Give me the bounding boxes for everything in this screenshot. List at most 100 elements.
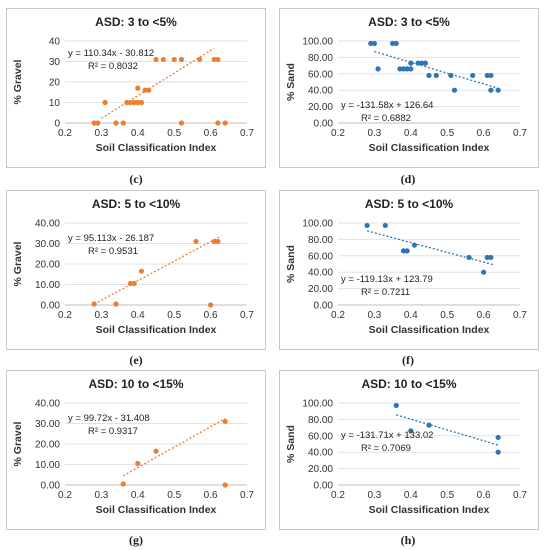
x-tick-label: 0.2 (58, 490, 72, 501)
data-point (364, 222, 370, 229)
r-squared-label: R² = 0.9317 (88, 426, 138, 437)
panel-label: (d) (400, 172, 416, 186)
chart-title: ASD: 3 to <5% (95, 15, 177, 29)
x-tick-label: 0.7 (513, 128, 527, 139)
trendline (93, 235, 222, 305)
y-tick-label: 0.00 (41, 481, 61, 492)
data-point (404, 66, 410, 72)
y-axis-label: % Gravel (12, 421, 24, 466)
x-axis-label: Soil Classification Index (96, 504, 217, 516)
data-point (120, 120, 126, 126)
y-tick-label: 80.00 (308, 415, 333, 426)
y-tick-label: 10.00 (35, 460, 60, 471)
x-axis-label: Soil Classification Index (96, 324, 217, 336)
x-tick-label: 0.3 (367, 310, 381, 321)
scatter-plot: 0.00 10.00 20.00 30.00 40.00 0.2 0.3 0.4 0.5 0.6 0… (12, 219, 254, 337)
data-point (495, 449, 501, 455)
data-point (91, 301, 97, 307)
y-tick-label: 0.00 (314, 301, 334, 312)
chart-panel-h: ASD: 10 to <15% 0.00 20.00 40.00 60.00 80.00… (279, 370, 539, 530)
data-point (178, 120, 185, 126)
data-point (393, 40, 399, 47)
data-point (426, 422, 432, 428)
y-tick-label: 40.00 (35, 399, 60, 410)
r-squared-label: R² = 0.7211 (361, 287, 410, 298)
data-point (481, 269, 487, 275)
x-tick-label: 0.4 (404, 490, 418, 501)
y-tick-label: 80.00 (308, 235, 333, 246)
data-point (193, 238, 199, 245)
chart-panel-e: ASD: 5 to <10% 0.00 10.00 20.00 30.00 40.00 0… (6, 190, 266, 350)
x-axis-label: Soil Classification Index (96, 142, 217, 154)
data-point (102, 99, 108, 106)
x-tick-label: 0.3 (367, 490, 381, 501)
scatter-plot: 0.00 20.00 40.00 60.00 80.00 100.00 0.2 0.3 0.4 0… (285, 399, 527, 517)
x-tick-label: 0.2 (331, 128, 345, 139)
data-point (153, 56, 159, 63)
y-tick-label: 20.00 (35, 440, 60, 451)
chart-title: ASD: 10 to <15% (88, 377, 184, 391)
panel-label: (c) (129, 172, 143, 186)
scatter-plot: 0.00 20.00 40.00 60.00 80.00 100.00 0.2 0.3 0.4 0… (285, 37, 527, 155)
data-point (419, 60, 425, 66)
panel-label: (h) (400, 533, 416, 547)
r-squared-label: R² = 0.7069 (361, 443, 411, 454)
y-tick-label: 60.00 (308, 431, 333, 442)
x-tick-label: 0.4 (131, 128, 145, 139)
data-point (160, 56, 166, 63)
x-tick-label: 0.6 (204, 128, 218, 139)
data-point (466, 254, 472, 261)
data-point (448, 72, 454, 79)
x-tick-label: 0.2 (58, 310, 72, 321)
x-axis-label: Soil Classification Index (369, 324, 490, 336)
y-tick-label: 20 (49, 78, 61, 89)
data-point (488, 72, 494, 79)
scatter-plot: 0.00 20.00 40.00 60.00 80.00 100.00 0.2 0.3 0.4 0… (285, 219, 527, 337)
chart-title: ASD: 3 to <5% (368, 15, 450, 29)
trendline-equation: y = 95.113x - 26.187 (68, 233, 154, 244)
data-point (208, 302, 214, 308)
data-point (375, 66, 381, 72)
data-point (222, 418, 228, 425)
data-point (215, 238, 221, 245)
data-point (211, 56, 217, 63)
x-tick-label: 0.2 (58, 128, 72, 139)
x-tick-label: 0.2 (331, 310, 345, 321)
data-point (138, 268, 145, 274)
y-tick-label: 40 (49, 37, 61, 48)
y-tick-label: 30.00 (35, 239, 60, 250)
x-tick-label: 0.5 (440, 490, 454, 501)
data-point (215, 56, 221, 63)
data-point (488, 87, 494, 93)
data-point (215, 120, 221, 126)
r-squared-label: R² = 0.8032 (88, 61, 138, 72)
data-point (91, 120, 97, 126)
data-point (368, 40, 374, 47)
y-tick-label: 80.00 (308, 53, 333, 64)
y-tick-label: 40.00 (308, 268, 333, 279)
x-axis-label: Soil Classification Index (369, 142, 490, 154)
y-tick-label: 10 (49, 98, 61, 109)
y-tick-label: 40.00 (308, 448, 333, 459)
data-point (138, 99, 145, 106)
data-point (495, 87, 501, 93)
y-tick-label: 10.00 (35, 280, 60, 291)
x-tick-label: 0.6 (204, 490, 218, 501)
y-axis-label: % Gravel (12, 241, 24, 286)
chart-panel-d: ASD: 3 to <5% 0.00 20.00 40.00 60.00 80.00 10… (279, 8, 539, 168)
y-tick-label: 100.00 (302, 37, 333, 48)
trendline (396, 414, 499, 446)
y-tick-label: 30.00 (35, 419, 60, 430)
data-point (404, 248, 410, 254)
x-tick-label: 0.4 (404, 310, 418, 321)
y-tick-label: 20.00 (308, 102, 333, 113)
chart-title: ASD: 5 to <10% (91, 197, 181, 211)
trendline-equation: y = 110.34x - 30.812 (68, 48, 154, 59)
x-tick-label: 0.4 (404, 128, 418, 139)
x-tick-label: 0.3 (94, 490, 108, 501)
data-point (211, 238, 217, 245)
x-tick-label: 0.3 (367, 128, 381, 139)
y-tick-label: 100.00 (302, 399, 333, 410)
panel-label: (g) (129, 533, 143, 547)
data-point (178, 56, 185, 63)
